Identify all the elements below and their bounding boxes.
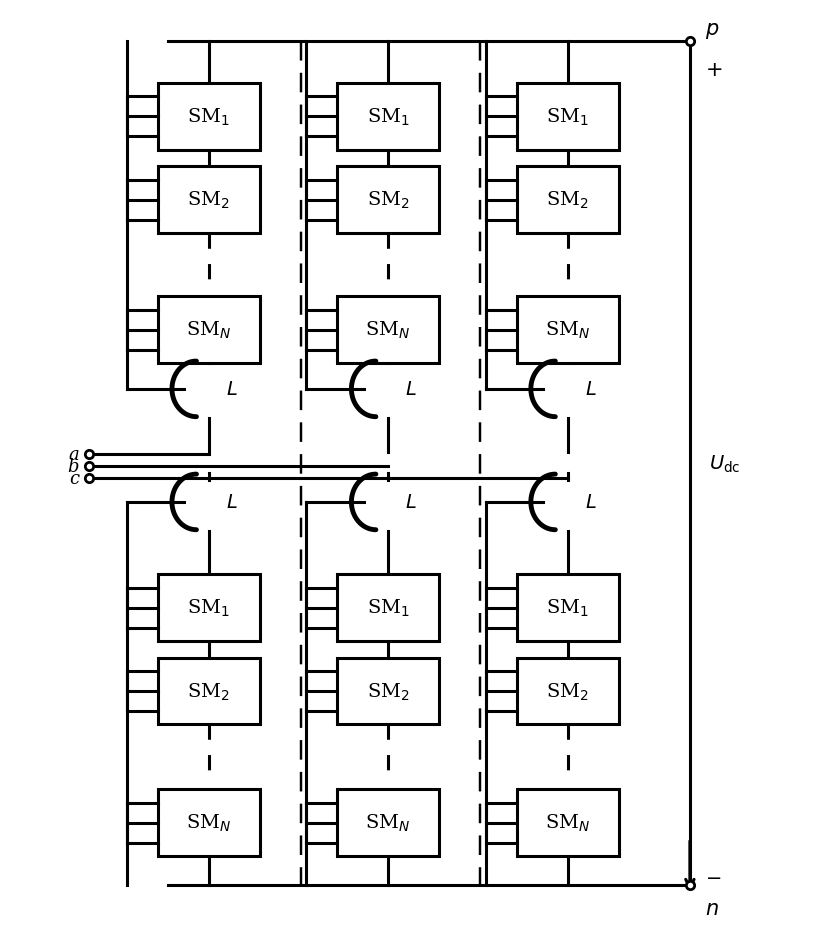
Text: SM$_N$: SM$_N$ (186, 812, 231, 833)
Text: SM$_2$: SM$_2$ (187, 190, 230, 211)
Bar (516, 789, 618, 856)
Bar (516, 658, 618, 725)
Text: b: b (68, 457, 79, 476)
Bar (158, 575, 260, 641)
Text: $L$: $L$ (585, 380, 596, 399)
Text: SM$_1$: SM$_1$ (546, 597, 589, 618)
Bar (158, 84, 260, 151)
Text: $L$: $L$ (225, 493, 238, 512)
Text: $L$: $L$ (405, 380, 417, 399)
Text: SM$_1$: SM$_1$ (187, 597, 230, 618)
Bar (516, 167, 618, 234)
Bar (337, 84, 439, 151)
Text: SM$_2$: SM$_2$ (367, 190, 409, 211)
Text: $L$: $L$ (405, 493, 417, 512)
Text: c: c (69, 469, 79, 488)
Text: $n$: $n$ (704, 898, 718, 918)
Text: SM$_2$: SM$_2$ (367, 680, 409, 702)
Bar (158, 789, 260, 856)
Text: SM$_2$: SM$_2$ (546, 680, 589, 702)
Text: SM$_N$: SM$_N$ (545, 320, 590, 341)
Bar (158, 297, 260, 363)
Text: SM$_N$: SM$_N$ (545, 812, 590, 833)
Bar (516, 84, 618, 151)
Text: SM$_2$: SM$_2$ (187, 680, 230, 702)
Text: a: a (69, 445, 79, 464)
Text: $p$: $p$ (704, 20, 719, 41)
Text: SM$_2$: SM$_2$ (546, 190, 589, 211)
Text: $L$: $L$ (585, 493, 596, 512)
Text: SM$_1$: SM$_1$ (187, 107, 230, 128)
Text: SM$_N$: SM$_N$ (186, 320, 231, 341)
Bar (337, 167, 439, 234)
Bar (158, 167, 260, 234)
Text: $U_{\mathrm{dc}}$: $U_{\mathrm{dc}}$ (708, 453, 740, 474)
Bar (516, 297, 618, 363)
Bar (337, 297, 439, 363)
Text: SM$_1$: SM$_1$ (367, 107, 409, 128)
Bar (337, 789, 439, 856)
Text: $L$: $L$ (225, 380, 238, 399)
Bar (337, 575, 439, 641)
Bar (158, 658, 260, 725)
Text: $+$: $+$ (704, 60, 722, 80)
Text: $-$: $-$ (704, 866, 721, 885)
Bar (337, 658, 439, 725)
Bar (516, 575, 618, 641)
Text: SM$_1$: SM$_1$ (367, 597, 409, 618)
Text: SM$_N$: SM$_N$ (365, 812, 411, 833)
Text: SM$_N$: SM$_N$ (365, 320, 411, 341)
Text: SM$_1$: SM$_1$ (546, 107, 589, 128)
